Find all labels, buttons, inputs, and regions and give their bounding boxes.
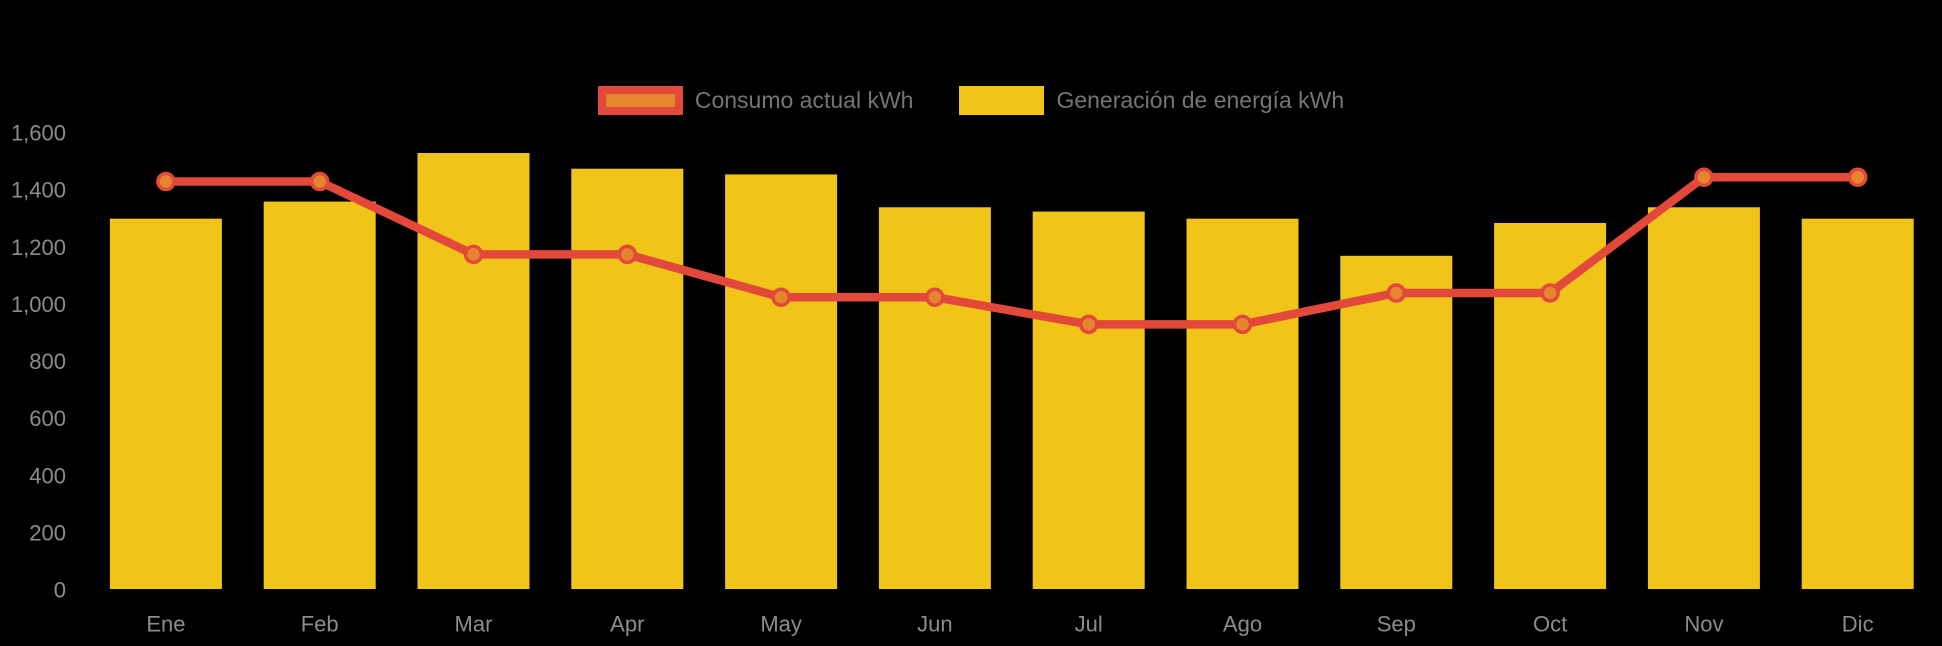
x-label-apr: Apr: [610, 612, 644, 637]
point-ene[interactable]: [156, 171, 176, 192]
y-tick-1,200: 1,200: [11, 235, 66, 260]
x-label-jun: Jun: [917, 612, 952, 637]
point-nov[interactable]: [1694, 167, 1714, 188]
legend-label-consumo: Consumo actual kWh: [694, 87, 914, 113]
legend-swatch-generacion-icon: [959, 86, 1045, 115]
x-label-feb: Feb: [301, 612, 339, 637]
x-label-may: May: [760, 612, 802, 637]
bar-dic[interactable]: [1801, 218, 1914, 589]
bar-ago[interactable]: [1186, 218, 1299, 589]
y-tick-1,400: 1,400: [11, 178, 66, 203]
y-tick-400: 400: [29, 463, 66, 488]
x-label-dic: Dic: [1842, 612, 1874, 637]
y-tick-0: 0: [54, 578, 66, 603]
y-tick-1,600: 1,600: [11, 121, 66, 146]
point-sep[interactable]: [1386, 283, 1407, 303]
point-dic[interactable]: [1847, 167, 1868, 188]
x-label-nov: Nov: [1684, 612, 1723, 637]
bar-nov[interactable]: [1647, 207, 1760, 589]
y-tick-200: 200: [29, 520, 66, 545]
y-tick-1,000: 1,000: [11, 292, 66, 317]
bar-jul[interactable]: [1032, 211, 1145, 589]
point-may[interactable]: [771, 287, 791, 307]
y-tick-600: 600: [29, 406, 66, 431]
x-label-ene: Ene: [146, 612, 185, 637]
point-jun[interactable]: [925, 287, 945, 307]
legend: Consumo actual kWh Generación de energía…: [0, 86, 1942, 115]
point-ago[interactable]: [1232, 314, 1253, 335]
bar-may[interactable]: [725, 174, 838, 589]
legend-item-generacion[interactable]: Generación de energía kWh: [959, 86, 1344, 115]
x-label-sep: Sep: [1377, 612, 1416, 637]
x-label-jul: Jul: [1075, 612, 1103, 637]
legend-item-consumo[interactable]: Consumo actual kWh: [597, 86, 914, 115]
legend-label-generacion: Generación de energía kWh: [1056, 87, 1345, 113]
point-feb[interactable]: [309, 171, 330, 192]
bar-sep[interactable]: [1340, 255, 1453, 589]
bar-feb[interactable]: [263, 201, 376, 590]
x-label-oct: Oct: [1533, 612, 1567, 637]
legend-swatch-consumo-icon: [597, 86, 683, 115]
bar-mar[interactable]: [417, 152, 530, 589]
point-apr[interactable]: [617, 244, 638, 265]
point-oct[interactable]: [1540, 283, 1560, 303]
consumo-line: [161, 173, 1862, 329]
x-label-mar: Mar: [455, 612, 493, 637]
point-mar[interactable]: [463, 244, 484, 265]
bar-apr[interactable]: [571, 168, 684, 589]
x-label-ago: Ago: [1223, 612, 1262, 637]
y-tick-800: 800: [29, 349, 66, 374]
bar-jun[interactable]: [878, 207, 991, 589]
bar-oct[interactable]: [1494, 222, 1607, 590]
point-jul[interactable]: [1078, 314, 1099, 335]
bar-ene[interactable]: [109, 218, 222, 589]
